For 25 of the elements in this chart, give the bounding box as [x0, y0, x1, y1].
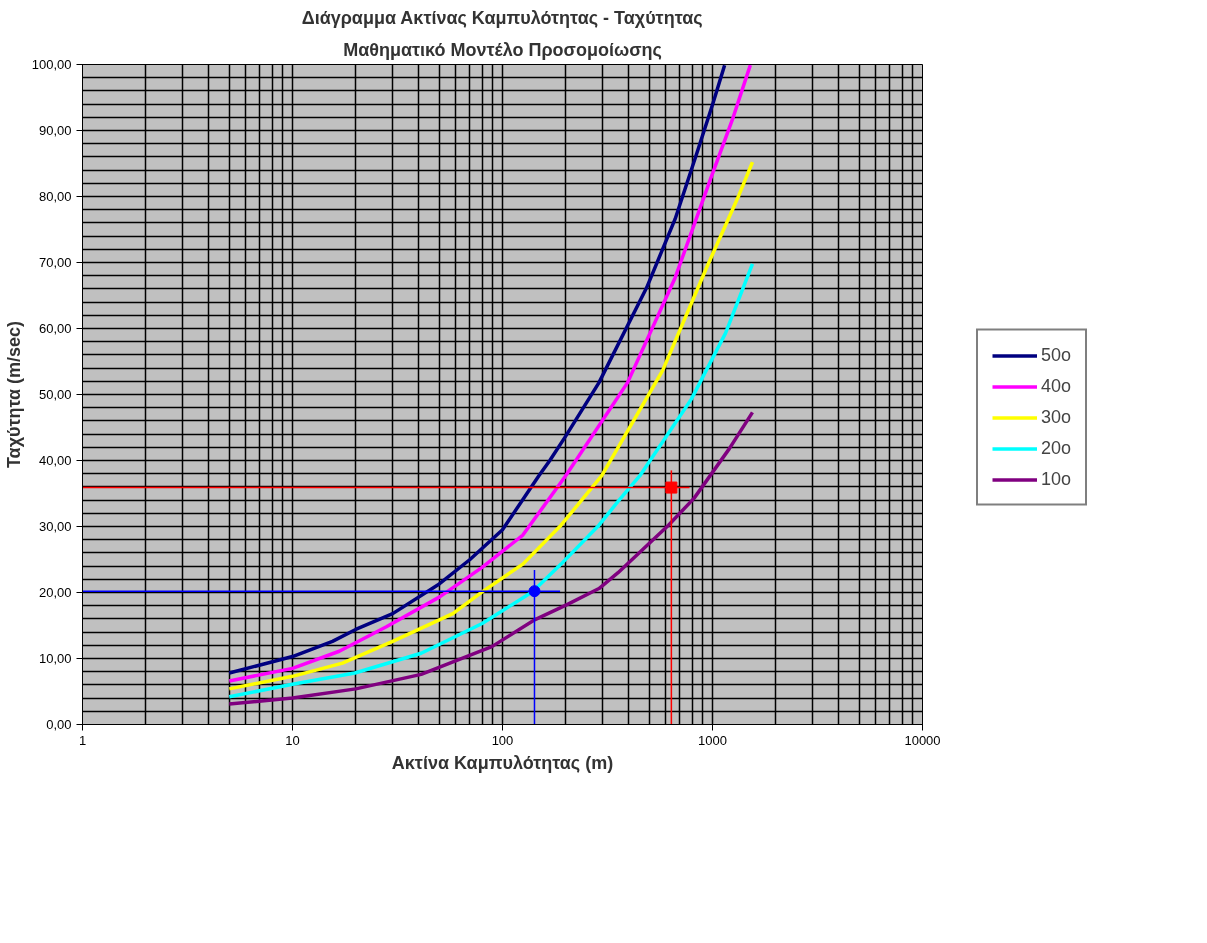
- y-tick-label: 60,00: [38, 321, 72, 336]
- x-tick-label: 100: [491, 732, 514, 748]
- chart-subtitle: Μαθηματικό Μοντέλο Προσομοίωσης: [343, 39, 662, 60]
- y-tick-label: 40,00: [38, 453, 72, 468]
- legend-label: 40o: [1041, 375, 1072, 397]
- y-tick-label: 100,00: [31, 57, 72, 72]
- legend-label: 50o: [1041, 344, 1072, 366]
- chart-title: Διάγραμμα Ακτίνας Καμπυλότητας - Ταχύτητας: [301, 7, 703, 28]
- y-tick-label: 90,00: [38, 123, 72, 138]
- x-tick-label: 1000: [698, 732, 727, 748]
- y-tick-label: 50,00: [38, 387, 72, 402]
- y-axis-title: Ταχύτητα (m/sec): [3, 320, 24, 469]
- y-tick-label: 70,00: [38, 255, 72, 270]
- x-tick-label: 1: [78, 732, 87, 748]
- y-tick-label: 0,00: [46, 717, 72, 732]
- y-tick-label: 20,00: [38, 585, 72, 600]
- x-tick-label: 10000: [904, 732, 941, 748]
- x-tick-label: 10: [285, 732, 300, 748]
- legend-label: 20o: [1041, 437, 1072, 459]
- y-tick-label: 10,00: [38, 651, 72, 666]
- legend-label: 30o: [1041, 406, 1072, 428]
- x-axis-title: Ακτίνα Καμπυλότητας (m): [391, 752, 614, 773]
- legend-label: 10o: [1041, 468, 1072, 490]
- y-tick-label: 80,00: [38, 189, 72, 204]
- y-tick-label: 30,00: [38, 519, 72, 534]
